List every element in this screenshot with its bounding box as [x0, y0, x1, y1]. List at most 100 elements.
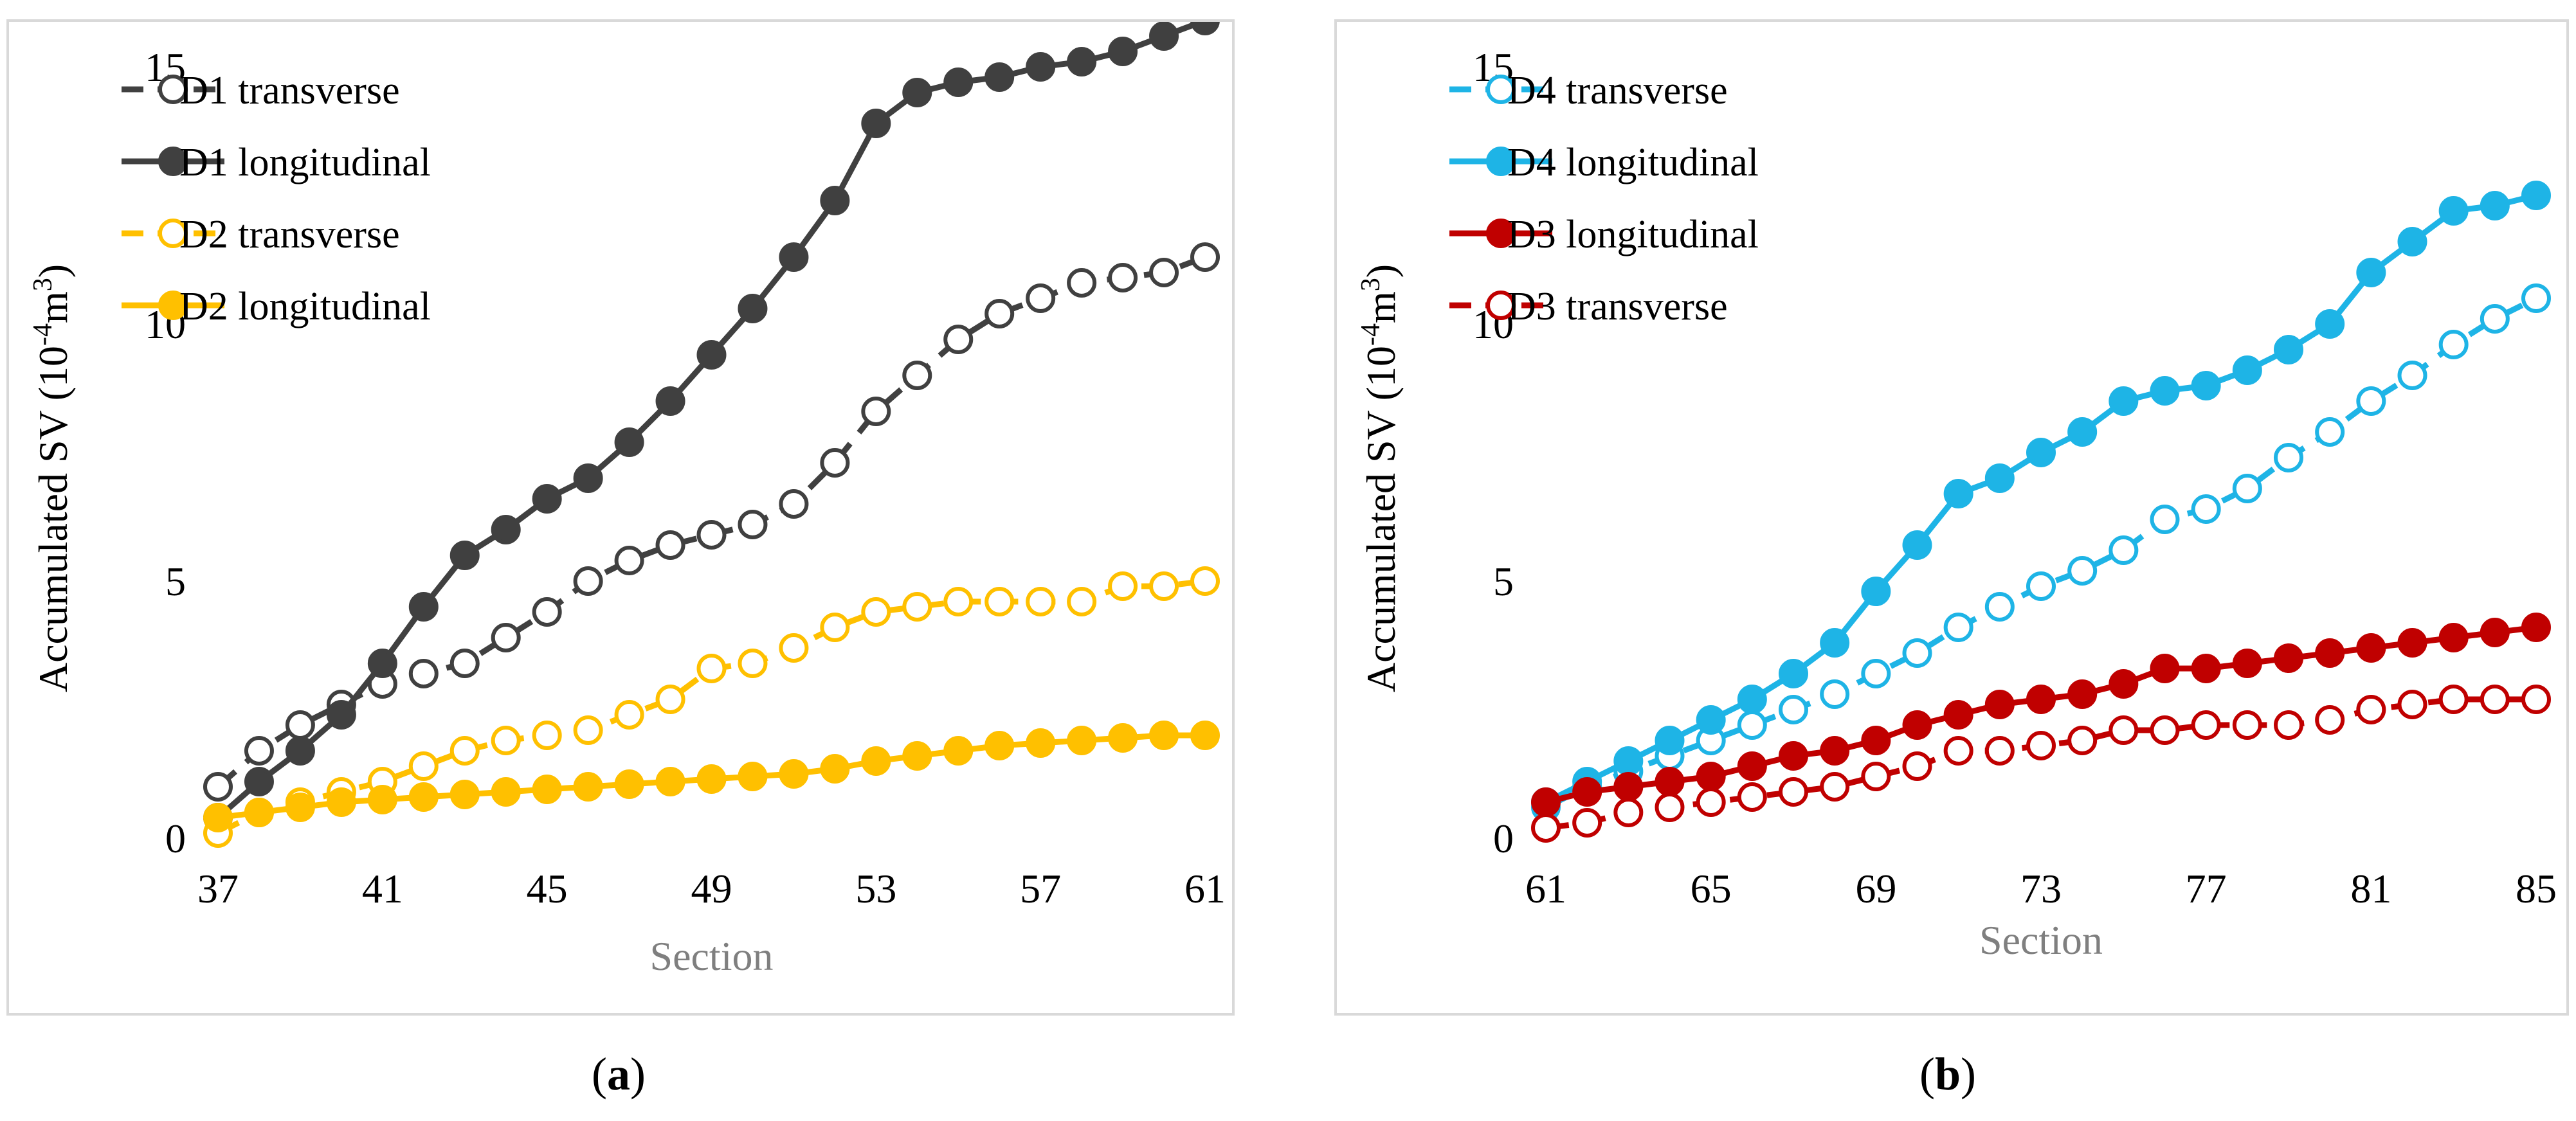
- data-point: [532, 597, 562, 627]
- data-point: [1779, 695, 1808, 724]
- data-point: [1149, 721, 1179, 750]
- data-point: [820, 754, 850, 784]
- data-point: [2109, 386, 2139, 416]
- data-point: [1149, 258, 1179, 287]
- x-tick-label: 57: [1020, 866, 1061, 911]
- data-point: [449, 736, 480, 766]
- data-point: [2150, 654, 2180, 683]
- data-point: [2232, 710, 2262, 740]
- legend-swatch-marker: [1486, 219, 1516, 248]
- y-axis-title-main: Accumulated SV (10: [30, 346, 76, 692]
- data-point: [1820, 628, 1850, 658]
- legend-item: D1 longitudinal: [122, 141, 431, 184]
- data-point: [1737, 782, 1767, 812]
- legend-item: D2 transverse: [122, 213, 400, 256]
- data-point: [696, 654, 727, 683]
- data-point: [2274, 710, 2303, 740]
- data-point: [738, 294, 768, 323]
- data-point: [1984, 463, 2015, 493]
- data-point: [738, 762, 768, 791]
- x-tick-label: 73: [2020, 866, 2062, 911]
- data-point: [1984, 592, 2015, 622]
- data-point: [779, 759, 809, 789]
- data-point: [408, 592, 439, 622]
- data-point: [861, 597, 891, 627]
- data-point: [1149, 571, 1179, 601]
- data-point: [1572, 808, 1602, 838]
- y-axis-title-unit-exp: 3: [1356, 278, 1386, 291]
- data-point: [2067, 726, 2098, 755]
- data-point: [2191, 371, 2221, 400]
- x-tick-label: 81: [2350, 866, 2391, 911]
- data-point: [902, 361, 932, 390]
- data-point: [1737, 685, 1767, 714]
- data-point: [1943, 700, 1973, 730]
- data-point: [2315, 309, 2345, 339]
- series-d2-transverse: [203, 566, 1220, 848]
- data-point: [1067, 587, 1097, 616]
- y-axis-title-unit: m: [30, 291, 76, 323]
- x-tick-label: 37: [197, 866, 239, 911]
- data-point: [1737, 751, 1767, 781]
- data-point: [1696, 762, 1726, 791]
- data-point: [1531, 813, 1561, 843]
- data-point: [2480, 618, 2510, 647]
- data-point: [532, 775, 562, 804]
- data-point: [943, 587, 974, 616]
- legend-swatch-marker: [1486, 75, 1516, 104]
- x-tick-label: 49: [691, 866, 732, 911]
- data-point: [1067, 726, 1097, 755]
- data-point: [984, 299, 1015, 328]
- data-point: [2150, 505, 2180, 534]
- data-point: [1861, 762, 1891, 791]
- data-point: [2232, 474, 2262, 503]
- chart-panel-b: 0 5 10 15 61 65 69 73 77 81 85 Section Accumulated S…: [1334, 19, 2569, 1016]
- x-tick-label: 77: [2186, 866, 2227, 911]
- data-point: [2150, 715, 2180, 745]
- y-tick-label: 5: [165, 559, 186, 604]
- x-tick-label: 85: [2516, 866, 2557, 911]
- data-point: [2521, 613, 2551, 642]
- data-point: [2026, 571, 2056, 601]
- data-point: [655, 386, 685, 416]
- y-axis-title-close: ): [1358, 264, 1404, 278]
- data-point: [2356, 258, 2386, 287]
- data-point: [943, 325, 974, 354]
- data-point: [1779, 741, 1808, 771]
- data-point: [449, 541, 480, 570]
- data-point: [1149, 22, 1179, 51]
- data-point: [1108, 263, 1138, 292]
- series-d2-longitudinal: [203, 721, 1220, 832]
- data-point: [2315, 638, 2345, 668]
- legend-swatch-marker: [1486, 147, 1516, 176]
- data-point: [244, 736, 274, 766]
- data-point: [984, 62, 1015, 92]
- data-point: [1943, 613, 1973, 642]
- data-point: [2067, 556, 2098, 586]
- data-point: [2191, 654, 2221, 683]
- chart-panel-a: 0 5 10 15 37 41 45 49 53 57 61 Section Accumulated S…: [6, 19, 1235, 1016]
- legend-label: D4 longitudinal: [1507, 141, 1759, 184]
- data-point: [532, 484, 562, 514]
- series-line: [216, 578, 1206, 836]
- data-point: [491, 623, 521, 652]
- data-point: [1902, 751, 1932, 781]
- data-point: [2438, 330, 2469, 359]
- data-point: [984, 587, 1015, 616]
- data-point: [943, 67, 974, 97]
- data-point: [2274, 643, 2303, 673]
- data-point: [1655, 767, 1685, 796]
- y-axis-title-exp: -4: [28, 323, 58, 346]
- legend-label: D3 transverse: [1507, 285, 1728, 328]
- data-point: [2480, 191, 2510, 220]
- data-point: [1572, 777, 1602, 807]
- data-point: [2232, 649, 2262, 678]
- data-point: [1190, 566, 1220, 596]
- subfigure-label-a: (a): [592, 1048, 646, 1100]
- data-point: [449, 649, 480, 678]
- data-point: [2232, 355, 2262, 385]
- data-point: [1861, 659, 1891, 688]
- data-point: [2191, 710, 2221, 740]
- data-point: [738, 649, 768, 678]
- data-point: [614, 427, 644, 457]
